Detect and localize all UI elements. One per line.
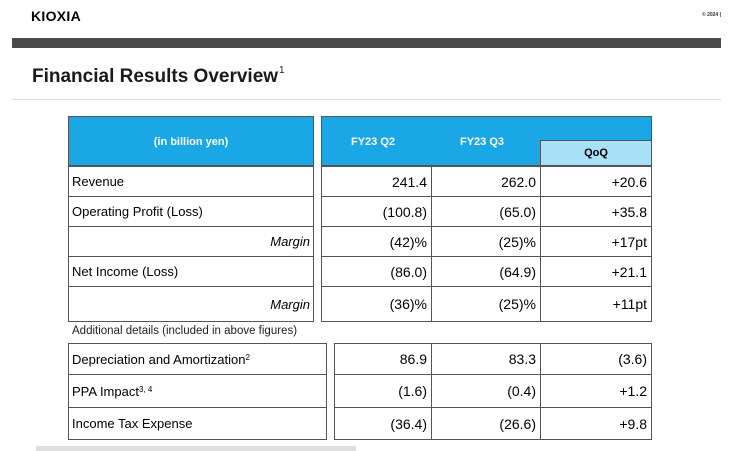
cell-q3: 262.0	[431, 166, 541, 197]
cell-qoq: +11pt	[540, 286, 652, 322]
col-header-qoq-cell: QoQ	[540, 140, 652, 166]
header-unit-cell: (in billion yen)	[68, 116, 314, 166]
page-title: Financial Results Overview1	[32, 64, 285, 88]
cell-q2: (1.6)	[334, 374, 432, 408]
cell-q2: (100.8)	[321, 196, 432, 227]
cell-q3: (0.4)	[431, 374, 541, 408]
row-label: Operating Profit (Loss)	[68, 196, 314, 227]
cell-qoq: +20.6	[540, 166, 652, 197]
footnote-marker: 2	[245, 352, 250, 362]
cell-q2: 241.4	[321, 166, 432, 197]
col-header-q3: FY23 Q3	[460, 136, 505, 148]
page-title-text: Financial Results Overview	[32, 66, 279, 87]
additional-details-note: Additional details (included in above fi…	[72, 325, 298, 337]
title-divider	[12, 99, 721, 100]
cell-qoq: (3.6)	[540, 343, 652, 375]
detail-row-label: PPA Impact 3, 4	[68, 374, 327, 408]
cell-q2: (42)%	[321, 226, 432, 257]
kioxia-logo: KIOXIA	[31, 8, 82, 24]
cell-q3: (64.9)	[431, 256, 541, 287]
row-label: Revenue	[68, 166, 314, 197]
footnote-marker: 3, 4	[138, 384, 153, 394]
detail-label-text: PPA Impact	[72, 383, 139, 399]
cell-q3: (65.0)	[431, 196, 541, 227]
detail-label-text: Income Tax Expense	[72, 416, 193, 431]
detail-row-label: Depreciation and Amortization 2	[68, 343, 327, 375]
col-header-q2: FY23 Q2	[351, 136, 396, 148]
cell-qoq: +9.8	[540, 407, 652, 440]
cell-qoq: +35.8	[540, 196, 652, 227]
title-footnote-marker: 1	[279, 64, 285, 76]
row-label-margin: Margin	[68, 226, 314, 257]
cell-q3: (26.6)	[431, 407, 541, 440]
cell-q3: 83.3	[431, 343, 541, 375]
footnote-area	[36, 446, 356, 451]
row-label: Net Income (Loss)	[68, 256, 314, 287]
detail-row-label: Income Tax Expense	[68, 407, 327, 440]
cell-q2: (36.4)	[334, 407, 432, 440]
cell-qoq: +21.1	[540, 256, 652, 287]
cell-qoq: +17pt	[540, 226, 652, 257]
col-header-qoq: QoQ	[584, 147, 608, 159]
cell-q2: 86.9	[334, 343, 432, 375]
detail-label-text: Depreciation and Amortization	[72, 351, 246, 367]
top-bar	[12, 38, 721, 48]
copyright-text: © 2024 |	[702, 12, 721, 18]
unit-label: (in billion yen)	[153, 136, 229, 148]
cell-q2: (36)%	[321, 286, 432, 322]
row-label-margin: Margin	[68, 286, 314, 322]
cell-q2: (86.0)	[321, 256, 432, 287]
cell-q3: (25)%	[431, 286, 541, 322]
cell-qoq: +1.2	[540, 374, 652, 408]
cell-q3: (25)%	[431, 226, 541, 257]
